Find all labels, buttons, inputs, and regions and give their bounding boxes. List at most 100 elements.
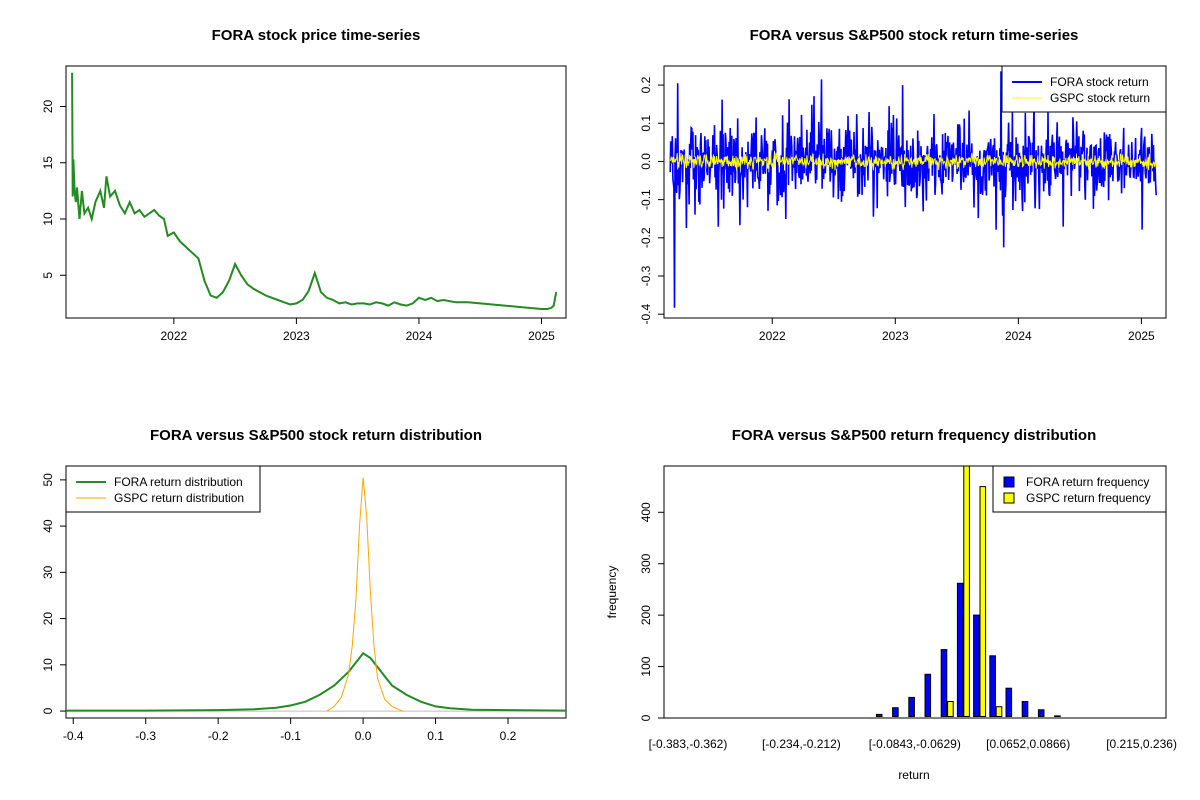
histogram-y-tick-label-1: 100 xyxy=(639,656,653,676)
density-chart-title: FORA versus S&P500 stock return distribu… xyxy=(150,427,482,444)
density-x-tick-label-6: 0.2 xyxy=(500,729,517,743)
fora-frequency-bar-15 xyxy=(924,673,932,717)
returns-x-tick-label-3: 2025 xyxy=(1128,329,1155,343)
price-x-tick-label-2: 2024 xyxy=(406,329,433,343)
returns-legend: FORA stock return GSPC stock return xyxy=(1001,65,1167,113)
legend-swatch-fora-frequency xyxy=(1003,476,1015,488)
legend-label-fora-frequency: FORA return frequency xyxy=(1026,475,1149,489)
fora-frequency-bar-21 xyxy=(1021,701,1029,717)
histogram-chart: FORA versus S&P500 return frequency dist… xyxy=(605,427,1177,782)
histogram-x-tick-label-2: [-0.0843,-0.0629) xyxy=(869,737,961,751)
gspc-return-line xyxy=(669,152,1157,171)
returns-x-tick-label-2: 2024 xyxy=(1005,329,1032,343)
fora-frequency-bar-14 xyxy=(908,696,915,718)
fora-frequency-bar-12 xyxy=(875,713,883,718)
density-x-tick-label-4: 0.0 xyxy=(355,729,372,743)
legend-label-fora-return: FORA stock return xyxy=(1050,75,1149,89)
returns-y-axis: -0.4 -0.3 -0.2 -0.1 0.0 0.1 0.2 xyxy=(639,76,664,325)
density-chart: FORA versus S&P500 stock return distribu… xyxy=(41,427,567,743)
returns-chart-title: FORA versus S&P500 stock return time-ser… xyxy=(750,27,1079,44)
density-x-tick-label-1: -0.3 xyxy=(135,729,156,743)
returns-plot-box xyxy=(663,65,1167,319)
returns-y-tick-label-4: 0.0 xyxy=(639,153,653,170)
histogram-legend: FORA return frequency GSPC return freque… xyxy=(992,465,1167,513)
legend-swatch-gspc-frequency xyxy=(1003,492,1015,504)
histogram-x-tick-label-1: [-0.234,-0.212) xyxy=(762,737,841,751)
price-chart-title: FORA stock price time-series xyxy=(212,27,421,44)
returns-legend-box xyxy=(1001,65,1167,113)
returns-y-tick-label-1: -0.3 xyxy=(639,265,653,286)
histogram-y-axis: 0 100 200 300 400 xyxy=(639,502,664,721)
price-y-tick-label-1: 10 xyxy=(41,212,55,226)
price-y-axis: 5 10 15 20 xyxy=(41,100,66,279)
returns-y-tick-label-2: -0.2 xyxy=(639,227,653,248)
fora-frequency-bar-19 xyxy=(989,655,996,717)
price-x-axis: 2022 2023 2024 2025 xyxy=(160,318,555,343)
fora-frequency-bar-23 xyxy=(1054,715,1061,718)
histogram-x-tick-label-0: [-0.383,-0.362) xyxy=(649,737,728,751)
density-x-axis: -0.4 -0.3 -0.2 -0.1 0.0 0.1 0.2 xyxy=(63,718,517,743)
fora-frequency-bar-18 xyxy=(973,614,980,717)
price-y-tick-label-0: 5 xyxy=(41,272,55,279)
fora-frequency-bar-22 xyxy=(1037,709,1045,717)
histogram-x-tick-label-4: [0.215,0.236) xyxy=(1106,737,1177,751)
price-series-line xyxy=(71,72,558,310)
histogram-y-tick-label-2: 200 xyxy=(639,605,653,625)
fora-frequency-bar-17 xyxy=(956,582,964,717)
density-y-tick-label-3: 30 xyxy=(41,565,55,579)
density-plot-box xyxy=(65,465,567,719)
histogram-chart-title: FORA versus S&P500 return frequency dist… xyxy=(732,427,1097,444)
gspc-frequency-bar-19 xyxy=(995,706,1003,718)
price-chart: FORA stock price time-series 2022 2023 202… xyxy=(41,27,567,343)
gspc-density-line xyxy=(326,477,404,712)
returns-y-tick-label-3: -0.1 xyxy=(639,189,653,210)
histogram-bars xyxy=(875,465,1061,718)
density-y-tick-label-5: 50 xyxy=(41,473,55,487)
returns-y-tick-label-0: -0.4 xyxy=(639,304,653,325)
histogram-y-axis-label: frequency xyxy=(605,566,619,619)
price-x-tick-label-1: 2023 xyxy=(283,329,310,343)
price-y-tick-label-2: 15 xyxy=(41,156,55,170)
density-y-tick-label-2: 20 xyxy=(41,612,55,626)
gspc-frequency-bar-16 xyxy=(947,701,954,717)
density-y-tick-label-1: 10 xyxy=(41,658,55,672)
legend-label-gspc-density: GSPC return distribution xyxy=(114,491,244,505)
fora-frequency-bar-20 xyxy=(1005,687,1013,718)
price-x-tick-label-3: 2025 xyxy=(528,329,555,343)
density-x-tick-label-3: -0.1 xyxy=(280,729,301,743)
price-y-tick-label-3: 20 xyxy=(41,100,55,114)
legend-label-fora-density: FORA return distribution xyxy=(114,475,243,489)
histogram-y-tick-label-4: 400 xyxy=(639,502,653,522)
legend-label-gspc-frequency: GSPC return frequency xyxy=(1026,491,1151,505)
fora-frequency-bar-16 xyxy=(940,649,948,717)
fora-frequency-bar-13 xyxy=(892,707,899,718)
legend-label-gspc-return: GSPC stock return xyxy=(1050,91,1150,105)
histogram-legend-box xyxy=(992,465,1167,513)
density-x-tick-label-5: 0.1 xyxy=(427,729,444,743)
histogram-plot-box xyxy=(663,465,1167,719)
returns-x-axis: 2022 2023 2024 2025 xyxy=(759,318,1155,343)
price-x-tick-label-0: 2022 xyxy=(160,329,187,343)
histogram-x-axis-label: return xyxy=(898,768,929,782)
histogram-x-axis: [-0.383,-0.362) [-0.234,-0.212) [-0.0843,-… xyxy=(649,737,1177,751)
density-x-tick-label-0: -0.4 xyxy=(63,729,84,743)
gspc-frequency-bar-18 xyxy=(979,486,987,717)
price-plot-box xyxy=(65,65,567,319)
returns-chart: FORA versus S&P500 stock return time-ser… xyxy=(639,27,1167,343)
returns-x-tick-label-0: 2022 xyxy=(759,329,786,343)
density-legend-box xyxy=(65,465,261,513)
returns-y-tick-label-5: 0.1 xyxy=(639,115,653,132)
histogram-y-tick-label-0: 0 xyxy=(639,714,653,721)
density-y-tick-label-4: 40 xyxy=(41,519,55,533)
fora-density-line xyxy=(66,651,567,712)
returns-x-tick-label-1: 2023 xyxy=(882,329,909,343)
histogram-x-tick-label-3: [0.0652,0.0866) xyxy=(986,737,1070,751)
density-y-axis: 0 10 20 30 40 50 xyxy=(41,473,66,714)
density-x-tick-label-2: -0.2 xyxy=(208,729,229,743)
density-y-tick-label-0: 0 xyxy=(41,707,55,714)
fora-return-line xyxy=(669,71,1157,308)
density-legend: FORA return distribution GSPC return dis… xyxy=(65,465,261,513)
histogram-y-tick-label-3: 300 xyxy=(639,553,653,573)
returns-y-tick-label-6: 0.2 xyxy=(639,76,653,93)
